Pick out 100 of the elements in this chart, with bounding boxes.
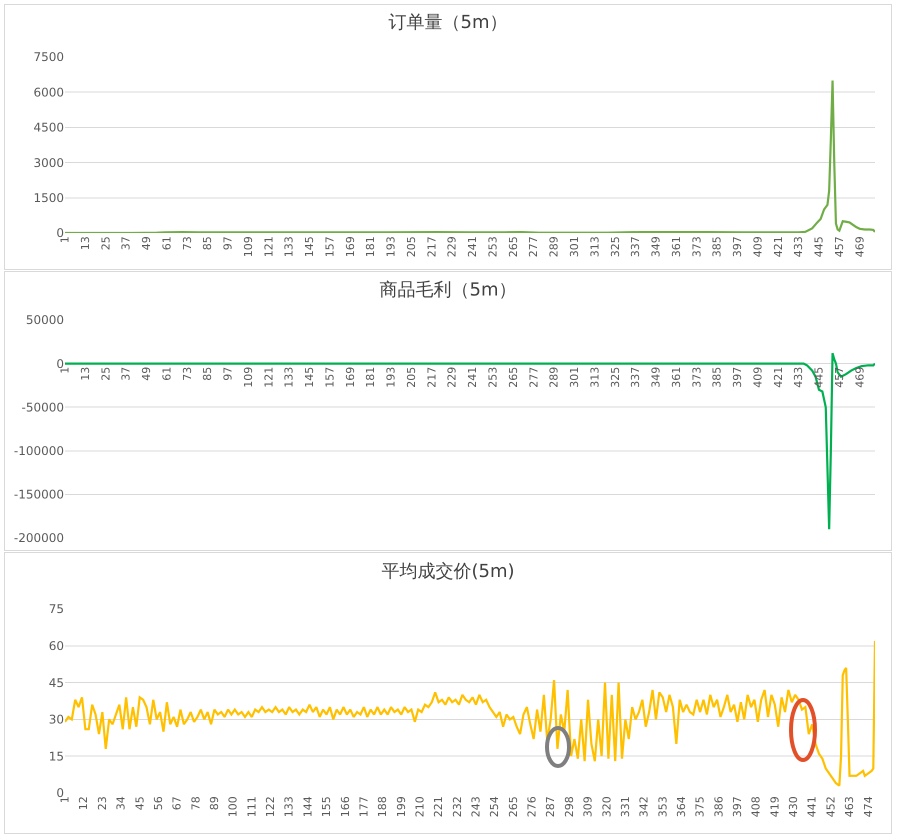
- x-tick-label: 13: [78, 366, 92, 381]
- x-tick-label: 145: [303, 236, 316, 258]
- x-tick-label: 361: [670, 366, 683, 388]
- x-tick-label: 181: [364, 366, 378, 388]
- x-tick-label: 313: [588, 236, 602, 258]
- x-tick-label: 469: [853, 366, 866, 388]
- x-tick-label: 342: [638, 796, 651, 818]
- x-tick-label: 243: [470, 796, 483, 818]
- x-tick-label: 253: [486, 236, 500, 258]
- chart-title: 订单量（5m）: [388, 12, 508, 34]
- y-tick-label: 45: [48, 676, 64, 690]
- x-tick-label: 289: [548, 366, 561, 388]
- x-tick-label: 34: [114, 796, 128, 810]
- y-tick-label: 60: [48, 639, 64, 653]
- x-tick-label: 193: [384, 366, 398, 388]
- x-tick-label: 430: [787, 796, 800, 818]
- x-tick-label: 289: [548, 236, 561, 258]
- x-tick-label: 49: [140, 236, 154, 250]
- y-tick-label: 6000: [33, 85, 64, 100]
- x-tick-label: 97: [222, 366, 235, 381]
- x-tick-label: 217: [425, 236, 438, 258]
- x-tick-label: 361: [670, 236, 683, 258]
- x-tick-label: 155: [320, 796, 334, 818]
- x-tick-label: 337: [629, 236, 642, 258]
- x-tick-label: 145: [303, 366, 316, 388]
- x-tick-label: 217: [425, 366, 438, 388]
- line-series: [65, 640, 875, 787]
- x-tick-label: 445: [812, 236, 826, 258]
- x-tick-label: 433: [792, 366, 806, 388]
- x-tick-label: 265: [506, 236, 520, 258]
- x-tick-label: 309: [582, 796, 595, 818]
- y-tick-label: 7500: [33, 50, 64, 64]
- x-tick-label: 419: [768, 796, 782, 818]
- x-tick-label: 122: [264, 796, 278, 818]
- x-tick-label: 421: [772, 366, 785, 388]
- x-tick-label: 277: [527, 236, 540, 258]
- y-tick-label: 50000: [26, 313, 64, 328]
- x-tick-label: 375: [694, 796, 707, 818]
- x-tick-label: 169: [344, 236, 357, 258]
- x-tick-label: 373: [690, 366, 704, 388]
- x-tick-label: 221: [432, 796, 446, 818]
- x-tick-label: 12: [77, 796, 90, 810]
- x-tick-label: 73: [180, 236, 194, 250]
- x-tick-label: 445: [812, 366, 826, 388]
- x-tick-label: 193: [384, 236, 398, 258]
- x-tick-label: 199: [394, 796, 408, 818]
- x-tick-label: 253: [486, 366, 500, 388]
- x-tick-label: 265: [506, 366, 520, 388]
- x-tick-label: 385: [710, 366, 724, 388]
- x-tick-label: 331: [618, 796, 632, 818]
- x-tick-label: 100: [226, 796, 240, 818]
- x-tick-label: 13: [78, 236, 92, 250]
- x-tick-label: 89: [208, 796, 222, 810]
- x-tick-label: 397: [731, 796, 744, 818]
- chart-title: 商品毛利（5m）: [380, 280, 516, 301]
- x-tick-label: 210: [413, 796, 426, 818]
- x-tick-label: 144: [301, 796, 314, 818]
- x-tick-label: 463: [843, 796, 856, 818]
- chart-title: 平均成交价(5m): [381, 560, 515, 582]
- x-tick-label: 421: [772, 236, 785, 258]
- x-tick-label: 386: [712, 796, 726, 818]
- x-tick-label: 37: [120, 366, 133, 381]
- x-tick-label: 121: [262, 236, 276, 258]
- y-tick-label: -150000: [14, 488, 64, 502]
- x-tick-label: 188: [376, 796, 390, 818]
- y-tick-label: 15: [48, 749, 64, 764]
- x-tick-label: 67: [170, 796, 184, 810]
- x-tick-label: 133: [282, 236, 296, 258]
- x-tick-label: 45: [133, 796, 146, 810]
- x-tick-label: 457: [832, 236, 846, 258]
- x-tick-label: 229: [446, 236, 459, 258]
- x-tick-label: 109: [242, 236, 255, 258]
- x-tick-label: 265: [506, 796, 520, 818]
- x-tick-label: 111: [245, 796, 258, 818]
- x-tick-label: 353: [656, 796, 670, 818]
- y-tick-label: 1500: [33, 191, 64, 205]
- x-tick-label: 73: [180, 366, 194, 381]
- x-tick-label: 109: [242, 366, 255, 388]
- x-tick-label: 254: [488, 796, 502, 818]
- y-tick-label: -200000: [14, 531, 64, 546]
- x-tick-label: 49: [140, 366, 154, 381]
- x-tick-label: 301: [568, 236, 582, 258]
- x-tick-label: 325: [608, 236, 622, 258]
- x-tick-label: 133: [282, 796, 296, 818]
- x-tick-label: 441: [806, 796, 819, 818]
- x-tick-label: 25: [99, 366, 112, 381]
- x-tick-label: 78: [189, 796, 202, 810]
- x-tick-label: 205: [404, 366, 418, 388]
- x-tick-label: 409: [751, 366, 764, 388]
- x-tick-label: 337: [629, 366, 642, 388]
- x-tick-label: 433: [792, 236, 806, 258]
- x-tick-label: 177: [357, 796, 370, 818]
- x-tick-label: 452: [824, 796, 838, 818]
- x-tick-label: 37: [120, 236, 133, 250]
- x-tick-label: 97: [222, 236, 235, 250]
- x-tick-label: 408: [750, 796, 763, 818]
- x-tick-label: 287: [544, 796, 558, 818]
- x-tick-label: 232: [450, 796, 464, 818]
- x-tick-label: 277: [527, 366, 540, 388]
- x-tick-label: 121: [262, 366, 276, 388]
